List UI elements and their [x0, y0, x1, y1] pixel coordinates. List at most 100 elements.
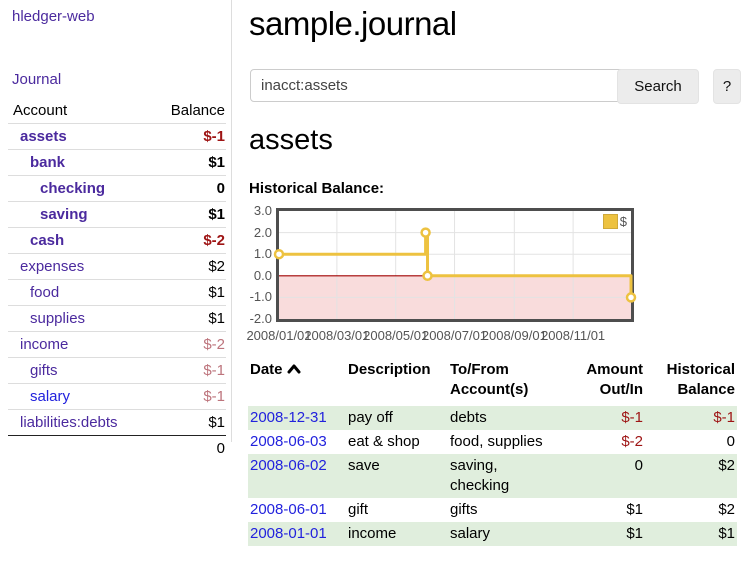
transaction-date-link[interactable]: 2008-06-02 [250, 457, 327, 474]
account-link[interactable]: checking [40, 180, 106, 197]
account-heading: assets [249, 124, 333, 156]
transaction-date-link[interactable]: 2008-12-31 [250, 409, 327, 426]
account-link[interactable]: bank [30, 154, 66, 171]
chart-plot-area: $ [273, 208, 637, 322]
account-balance: $1 [148, 279, 226, 306]
account-balance: $-2 [148, 331, 226, 358]
brand-link[interactable]: hledger-web [12, 8, 95, 25]
account-link[interactable]: gifts [30, 362, 58, 379]
y-axis-tick-label: -2.0 [249, 311, 272, 326]
account-link[interactable]: income [20, 336, 69, 353]
account-balance: $2 [148, 253, 226, 280]
transaction-date-link[interactable]: 2008-06-01 [250, 501, 327, 518]
x-axis-tick-label: 2008/11/01 [541, 328, 606, 343]
account-balance: 0 [148, 175, 226, 202]
register-header-date[interactable]: Date [248, 358, 346, 406]
transaction-balance: $2 [718, 501, 735, 518]
data-point-marker [420, 227, 431, 238]
accounts-table: Account Balance assets $-1 bank $1 checking 0… [8, 98, 226, 461]
account-balance: $-1 [148, 383, 226, 410]
transaction-description: save [348, 457, 380, 474]
account-row: salary $-1 [8, 383, 226, 410]
account-row: assets $-1 [8, 123, 226, 150]
x-axis-tick-label: 2008/09/01 [481, 328, 547, 343]
search-bar: × Search ? [248, 69, 742, 104]
transaction-amount: $-1 [621, 409, 643, 426]
account-link[interactable]: salary [30, 388, 71, 405]
sort-ascending-icon [287, 360, 301, 380]
account-link[interactable]: assets [20, 128, 67, 145]
data-point-marker [422, 270, 433, 282]
account-row: food $1 [8, 279, 226, 306]
register-header-accounts: To/From Account(s) [450, 361, 529, 398]
register-row: 2008-06-03 eat & shop food, supplies $-2 0 [248, 430, 737, 454]
x-axis-tick-label: 2008/01/01 [246, 328, 312, 343]
transaction-description: gift [348, 501, 369, 518]
account-row: cash $-2 [8, 227, 226, 254]
transaction-amount: $1 [626, 501, 643, 518]
register-row: 2008-12-31 pay off debts $-1 $-1 [248, 406, 737, 430]
account-balance: $1 [148, 201, 226, 228]
account-link[interactable]: liabilities:debts [20, 414, 118, 431]
y-axis-tick-label: 1.0 [253, 246, 272, 262]
account-link[interactable]: supplies [30, 310, 86, 327]
transaction-balance: $1 [718, 525, 735, 542]
data-point-marker [625, 292, 637, 303]
transaction-amount: $1 [626, 525, 643, 542]
sidebar: hledger-web Journal Account Balance asse… [0, 0, 232, 461]
transaction-date-link[interactable]: 2008-06-03 [250, 433, 327, 450]
y-axis-tick-label: 3.0 [253, 203, 272, 218]
account-row: expenses $2 [8, 253, 226, 280]
y-axis-tick-label: -1.0 [249, 289, 272, 305]
account-link[interactable]: expenses [20, 258, 85, 275]
nav-journal-link[interactable]: Journal [12, 71, 62, 88]
transaction-date-link[interactable]: 2008-01-01 [250, 525, 327, 542]
account-row: gifts $-1 [8, 357, 226, 384]
account-row: saving $1 [8, 201, 226, 228]
x-axis-tick-label: 2008/03/01 [304, 328, 370, 343]
account-link[interactable]: cash [30, 232, 65, 249]
accounts-header-account: Account [13, 102, 68, 119]
account-balance: $-2 [148, 227, 226, 254]
main-content: sample.journal × Search ? assets Histori… [246, 0, 742, 582]
transaction-description: eat & shop [348, 433, 420, 450]
y-axis-tick-label: 2.0 [253, 224, 272, 240]
accounts-total-row: 0 [8, 435, 226, 461]
chart-canvas [273, 211, 637, 319]
register-header-balance: Historical Balance [666, 361, 735, 398]
register-row: 2008-01-01 income salary $1 $1 [248, 522, 737, 546]
transaction-balance: 0 [726, 433, 735, 450]
help-button[interactable]: ? [713, 69, 741, 104]
transaction-accounts: gifts [450, 501, 478, 518]
account-link[interactable]: food [30, 284, 60, 301]
search-button[interactable]: Search [617, 69, 699, 104]
x-axis-tick-label: 2008/07/01 [421, 328, 488, 343]
register-header-description: Description [348, 361, 431, 378]
accounts-header-balance: Balance [170, 102, 225, 119]
register-table-body: 2008-12-31 pay off debts $-1 $-1 2008-06-03 ea… [248, 406, 737, 546]
legend-label: $ [619, 214, 627, 229]
chart-legend: $ [602, 214, 627, 229]
accounts-table-body: assets $-1 bank $1 checking 0 saving $1 cash $-2 e… [8, 123, 226, 461]
page-title: sample.journal [249, 5, 457, 42]
account-balance: $1 [148, 409, 226, 436]
transaction-balance: $2 [718, 457, 735, 474]
register-table: Date Description To/From Account(s) Amou… [248, 358, 737, 546]
transaction-accounts: debts [450, 409, 487, 426]
legend-swatch-icon [602, 214, 618, 229]
transaction-balance: $-1 [713, 409, 735, 426]
account-row: checking 0 [8, 175, 226, 202]
account-row: supplies $1 [8, 305, 226, 332]
transaction-amount: $-2 [621, 433, 643, 450]
register-header-amount: Amount Out/In [586, 361, 643, 398]
account-row: liabilities:debts $1 [8, 409, 226, 436]
search-input[interactable] [250, 69, 626, 102]
transaction-description: pay off [348, 409, 393, 426]
account-link[interactable]: saving [40, 206, 88, 223]
accounts-total-value: 0 [148, 435, 226, 461]
register-row: 2008-06-01 gift gifts $1 $2 [248, 498, 737, 522]
account-balance: $1 [148, 149, 226, 176]
transaction-accounts: salary [450, 525, 491, 542]
account-balance: $1 [148, 305, 226, 332]
chart-title: Historical Balance: [249, 180, 385, 197]
